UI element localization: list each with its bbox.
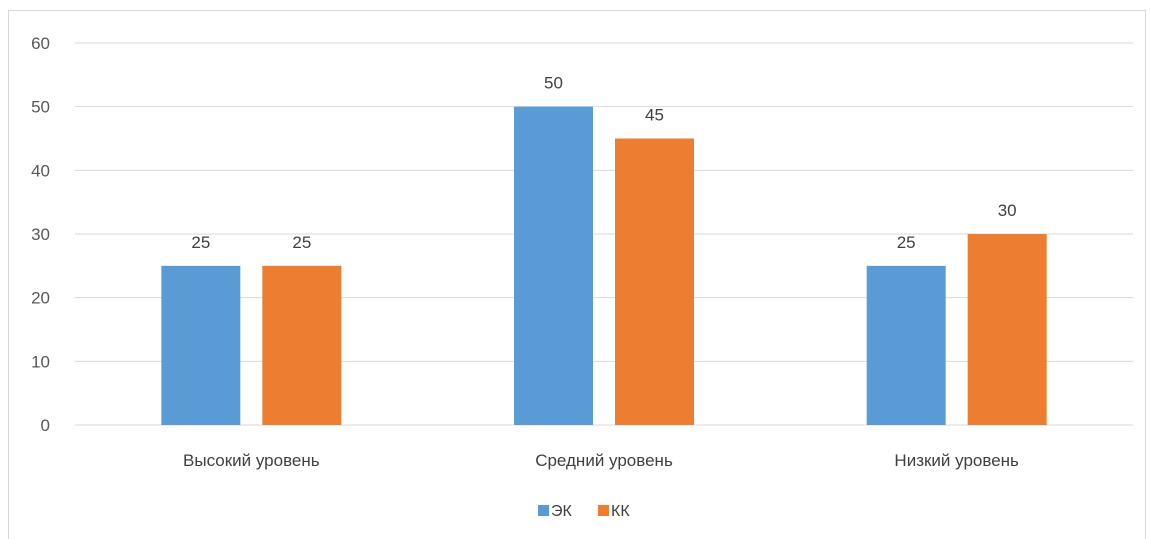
bar-kk — [262, 265, 342, 425]
data-label: 30 — [998, 201, 1017, 220]
y-tick-label: 50 — [31, 98, 50, 117]
y-tick-label: 10 — [31, 352, 50, 371]
data-label: 25 — [292, 233, 311, 252]
legend: ЭК КК — [538, 503, 630, 520]
legend-label: КК — [611, 503, 630, 520]
bars — [161, 106, 1047, 426]
data-labels: 25 25 50 45 25 30 — [191, 74, 1016, 252]
legend-swatch — [598, 505, 609, 516]
bar-ek — [161, 265, 241, 425]
bar-kk — [967, 234, 1047, 425]
legend-swatch — [538, 505, 549, 516]
y-tick-label: 40 — [31, 161, 50, 180]
data-label: 50 — [544, 74, 563, 93]
x-axis-categories: Высокий уровень Средний уровень Низкий уро… — [183, 451, 1019, 470]
y-tick-label: 0 — [41, 416, 50, 435]
bar-ek — [866, 265, 946, 425]
data-label: 45 — [645, 106, 664, 125]
bar-ek — [514, 106, 593, 426]
gridlines — [75, 42, 1133, 426]
legend-label: ЭК — [551, 503, 573, 520]
category-label: Средний уровень — [535, 451, 673, 470]
y-tick-label: 60 — [31, 34, 50, 53]
y-tick-label: 20 — [31, 289, 50, 308]
bar-kk — [615, 138, 694, 425]
data-label: 25 — [191, 233, 210, 252]
data-label: 25 — [897, 233, 916, 252]
y-axis-ticks: 0 10 20 30 40 50 60 — [31, 34, 50, 435]
y-tick-label: 30 — [31, 225, 50, 244]
category-label: Низкий уровень — [894, 451, 1019, 470]
category-label: Высокий уровень — [183, 451, 320, 470]
